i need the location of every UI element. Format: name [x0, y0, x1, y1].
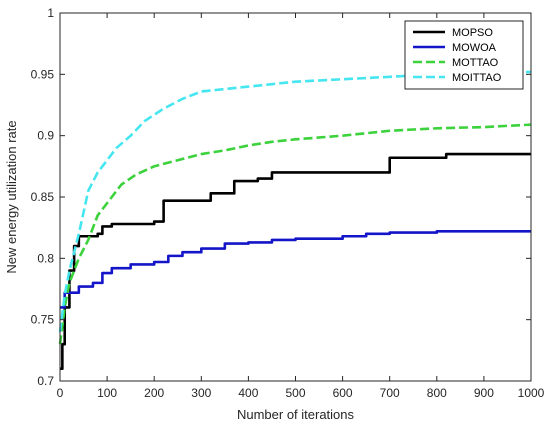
y-tick-label: 0.9 [37, 129, 54, 143]
x-tick-label: 900 [474, 386, 494, 400]
y-tick-label: 0.7 [37, 374, 54, 388]
x-tick-label: 700 [380, 386, 400, 400]
x-tick-label: 300 [191, 386, 211, 400]
x-tick-label: 800 [427, 386, 447, 400]
y-tick-label: 0.95 [31, 67, 55, 81]
legend-label-mottao: MOTTAO [452, 57, 499, 69]
y-axis-label: New energy utilization rate [4, 120, 19, 273]
series-line-mowoa [60, 230, 531, 309]
x-tick-label: 100 [97, 386, 117, 400]
x-tick-label: 1000 [518, 386, 545, 400]
series-layer [58, 70, 532, 371]
ticks-layer: 0 100 200 300 400 500 600 700 800 900 1000 0.7 0.75 0… [31, 6, 545, 400]
x-tick-label: 0 [57, 386, 64, 400]
legend-label-moittao: MOITTAO [452, 72, 502, 84]
x-tick-label: 200 [144, 386, 164, 400]
series-line-moittao [58, 70, 532, 333]
y-tick-label: 0.8 [37, 251, 54, 265]
x-tick-label: 600 [333, 386, 353, 400]
x-tick-label: 400 [238, 386, 258, 400]
series-line-mottao [58, 123, 532, 345]
legend: MOPSO MOWOA MOTTAO MOITTAO [404, 20, 524, 90]
x-axis-label: Number of iterations [237, 407, 355, 422]
y-tick-label: 0.85 [31, 190, 55, 204]
legend-label-mowoa: MOWOA [452, 42, 497, 54]
y-tick-label: 1 [47, 6, 54, 20]
legend-label-mopso: MOPSO [452, 27, 493, 39]
y-tick-label: 0.75 [31, 313, 55, 327]
x-tick-label: 500 [285, 386, 305, 400]
